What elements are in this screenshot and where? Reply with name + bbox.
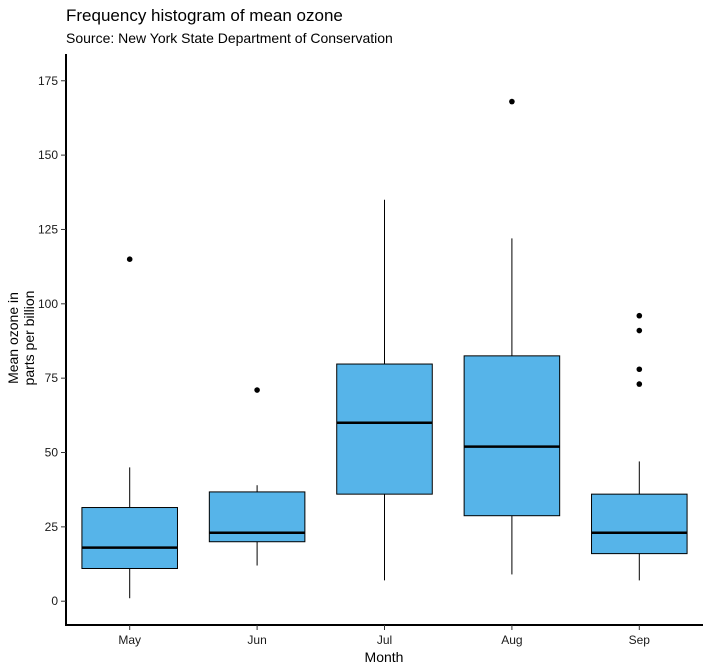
y-tick-label: 150 bbox=[38, 148, 58, 162]
y-tick-label: 25 bbox=[45, 520, 59, 534]
plot-area bbox=[81, 98, 688, 599]
outlier-point bbox=[636, 381, 643, 387]
x-tick-label: Sep bbox=[629, 633, 651, 647]
outlier-point bbox=[254, 387, 260, 393]
iqr-box bbox=[463, 355, 561, 517]
x-tick-label: Jul bbox=[377, 633, 392, 647]
y-axis-title-line-2: parts per billion bbox=[21, 291, 37, 386]
outlier-point bbox=[636, 312, 643, 319]
iqr-box bbox=[208, 491, 306, 543]
y-axis-ticks: 0 25 50 75 100 125 150 175 bbox=[38, 74, 66, 608]
outlier-point bbox=[126, 256, 133, 263]
x-tick-label: May bbox=[118, 633, 141, 647]
box-jul bbox=[336, 199, 433, 581]
x-axis-ticks: May Jun Jul Aug Sep bbox=[118, 625, 650, 647]
y-tick-label: 100 bbox=[38, 297, 58, 311]
chart-title: Frequency histogram of mean ozone bbox=[66, 6, 343, 25]
outlier-point bbox=[636, 327, 643, 334]
y-tick-label: 50 bbox=[45, 446, 59, 460]
y-tick-label: 0 bbox=[51, 594, 58, 608]
chart-subtitle: Source: New York State Department of Con… bbox=[66, 30, 393, 46]
box-may bbox=[81, 256, 178, 599]
y-tick-label: 175 bbox=[38, 74, 58, 88]
iqr-box bbox=[591, 493, 688, 555]
y-tick-label: 125 bbox=[38, 222, 58, 236]
outlier-point bbox=[509, 98, 515, 105]
box-jun bbox=[208, 387, 306, 566]
x-tick-label: Jun bbox=[247, 633, 266, 647]
box-aug bbox=[463, 98, 561, 575]
iqr-box bbox=[336, 363, 433, 495]
x-axis-title: Month bbox=[365, 649, 404, 665]
iqr-box bbox=[81, 507, 178, 569]
outlier-point bbox=[636, 366, 643, 373]
box-sep bbox=[591, 312, 688, 581]
y-axis-title-line-1: Mean ozone in bbox=[5, 292, 21, 384]
x-tick-label: Aug bbox=[501, 633, 522, 647]
y-tick-label: 75 bbox=[45, 371, 59, 385]
